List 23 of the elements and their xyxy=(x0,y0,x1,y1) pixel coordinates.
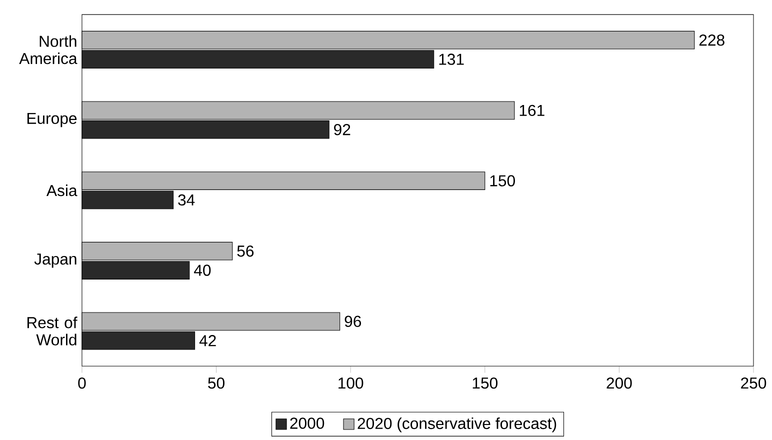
y-tick-label: Japan xyxy=(34,253,76,268)
data-label: 56 xyxy=(237,245,254,257)
data-label: 34 xyxy=(178,194,195,206)
y-tick-label: Europe xyxy=(27,112,77,128)
y-tick-label: Asia xyxy=(46,184,78,196)
x-tick-label: 250 xyxy=(741,377,766,389)
x-tick-label: 200 xyxy=(606,377,632,389)
data-label: 131 xyxy=(439,54,464,65)
legend-label: 2020 (conservative forecast) xyxy=(358,417,556,432)
data-label: 96 xyxy=(344,316,362,327)
x-tick-label: 150 xyxy=(472,377,498,389)
legend-label: 2000 xyxy=(290,418,324,429)
data-label: 228 xyxy=(699,34,724,46)
data-label: 42 xyxy=(199,334,216,346)
data-label: 161 xyxy=(520,104,544,116)
y-tick-label: Rest of World xyxy=(27,316,78,346)
data-label: 92 xyxy=(334,124,350,136)
data-label: 150 xyxy=(490,175,515,186)
y-tick-label: North America xyxy=(19,35,78,64)
data-label: 40 xyxy=(194,264,211,276)
x-tick-label: 100 xyxy=(338,377,364,389)
x-tick-label: 50 xyxy=(208,377,224,389)
x-tick-label: 0 xyxy=(78,377,86,389)
